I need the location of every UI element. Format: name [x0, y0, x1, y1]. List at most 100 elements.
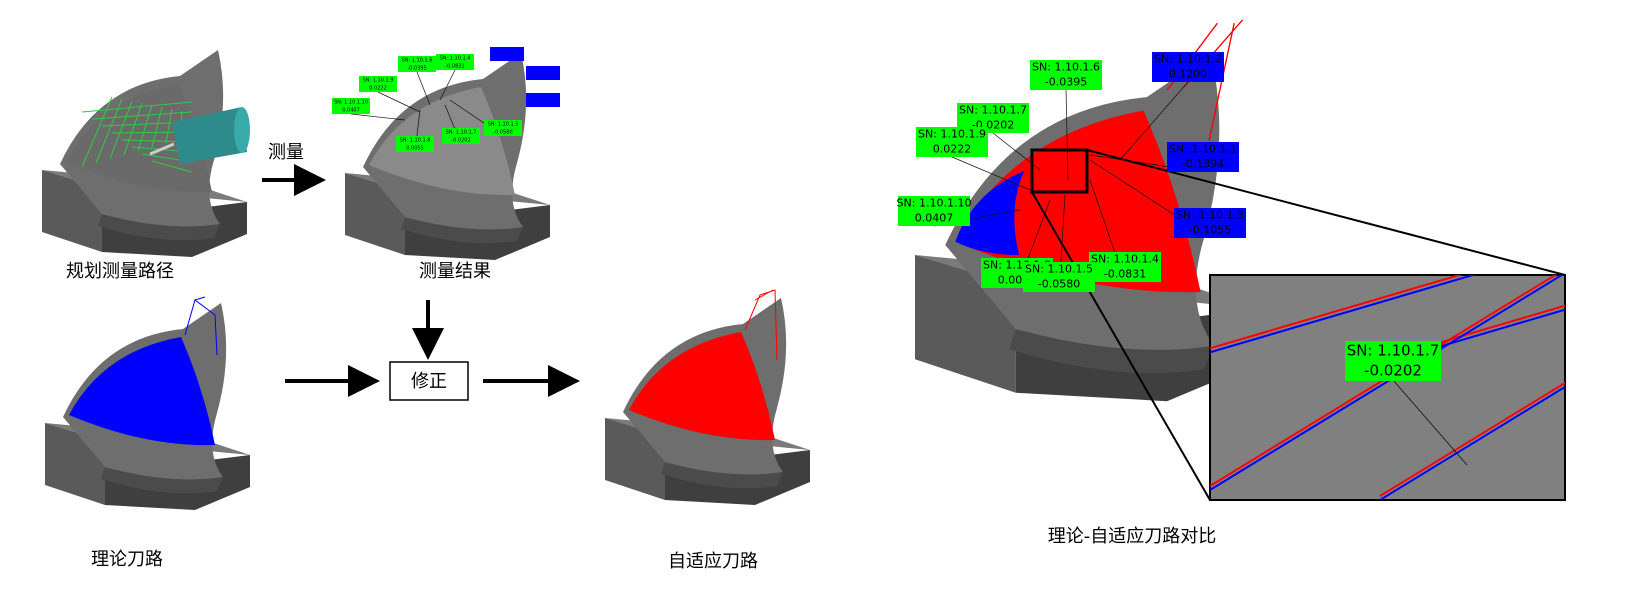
surface: [629, 332, 775, 441]
theory-path: [1570, 270, 1629, 370]
leader-line: [377, 91, 421, 113]
callout-value: -0.0580: [1038, 278, 1080, 291]
callout-sn: SN: 1.10.1.4: [440, 56, 471, 62]
probe-path: [165, 108, 173, 144]
callout-value: -0.1394: [1182, 158, 1224, 171]
adaptive-path: [1379, 381, 1565, 497]
bowl-rim: [98, 214, 220, 241]
probe-path: [81, 101, 193, 113]
callout-sn: SN: 1.10.1.4: [1091, 253, 1159, 266]
callout-box: [436, 54, 474, 70]
surface: [66, 84, 212, 193]
callout-value: -0.0395: [1045, 76, 1087, 89]
caption: 规划测量路径: [66, 261, 174, 282]
callout-value: -0.0395: [407, 66, 426, 72]
probe-path: [137, 104, 153, 152]
bowl-rim: [401, 217, 523, 244]
callout-value: -0.0831: [1104, 268, 1146, 281]
callout-sn: SN: 1.10.1.6: [402, 58, 433, 64]
leader-line: [416, 71, 431, 106]
callout-sn: SN: 1.10.1.10: [897, 197, 972, 210]
callout-box: [332, 98, 370, 114]
leader-line: [951, 156, 1031, 191]
callout-box: [526, 93, 560, 107]
leader-line: [1119, 81, 1189, 161]
probe-path: [81, 96, 113, 168]
toolpath-lines: [744, 289, 778, 361]
callout-value: 0.0222: [933, 143, 972, 156]
callout-value: 0.0055: [406, 146, 424, 152]
callout-value: 0.0222: [369, 86, 387, 92]
leader-line: [1392, 379, 1468, 466]
callout-box: [916, 127, 988, 157]
leader-line: [439, 69, 456, 101]
callout-box: [1152, 52, 1224, 82]
adaptive-path: [1210, 275, 1463, 350]
callout-sn: SN: 1.10.1.7: [1347, 342, 1440, 360]
workpiece: [45, 296, 250, 510]
callout-sn: SN: 1.10.1.5: [1025, 263, 1093, 276]
probe-tip: [149, 142, 175, 156]
callout-box: [1030, 60, 1102, 90]
callout-sn: SN: 1.10.1.3: [1176, 209, 1244, 222]
callout-box: [396, 136, 434, 152]
toolpath-lines: [184, 296, 218, 356]
leader-line: [992, 132, 1041, 171]
bowl-rim: [101, 467, 223, 494]
bowl-rim: [1009, 328, 1215, 374]
callout-box: [898, 196, 970, 226]
probe-path: [123, 102, 143, 156]
bowl-rim: [661, 462, 783, 489]
callout-sn: SN: 1.10.1.5: [488, 122, 519, 128]
zoom-panel: [1209, 274, 1566, 501]
arrow-label: 测量: [268, 142, 304, 163]
caption: 自适应刀路: [668, 551, 758, 572]
callout-sn: SN: 1.10.1.8: [400, 138, 431, 144]
leader-line: [1065, 89, 1069, 181]
callout-box: [1167, 142, 1239, 172]
callout-sn: SN: 1.10.1.7: [446, 130, 477, 136]
callout-sn: SN: 1.10.1.1: [1169, 143, 1237, 156]
probe-end: [234, 107, 250, 153]
probe-path: [95, 98, 123, 164]
callout-value: -0.0580: [493, 130, 512, 136]
blue-region: [955, 171, 1025, 256]
callout-sn: SN: 1.10.1.7: [959, 104, 1027, 117]
probe-body: [172, 107, 247, 164]
theory-path: [1210, 275, 1477, 354]
callout-box: [1023, 262, 1095, 292]
overlay: SN: 1.10.1.6 -0.0395 SN: 1.10.1.4 -0.0831 SN…: [332, 47, 1629, 501]
callout-box: [359, 76, 397, 92]
callout-box: [1089, 252, 1161, 282]
leader-line: [350, 113, 406, 121]
caption: 理论-自适应刀路对比: [1048, 526, 1217, 547]
callout-sn: SN: 1.10.1.10: [334, 100, 368, 106]
callout-box: [398, 56, 436, 72]
callout-value: -0.0202: [1364, 362, 1422, 380]
callout-box: [526, 66, 560, 80]
callout-box: [1345, 341, 1441, 381]
workpiece: [605, 289, 810, 505]
caption: 测量结果: [419, 261, 491, 282]
surface: [69, 337, 215, 446]
correct-label: 修正: [411, 371, 447, 392]
callout-box: [490, 47, 524, 61]
probe-path: [151, 106, 163, 148]
callout-sn: SN: 1.10.1.2: [1154, 53, 1222, 66]
callout-value: 0.0407: [915, 212, 954, 225]
caption: 理论刀路: [91, 549, 163, 570]
callout-box: [484, 120, 522, 136]
theory-path: [1379, 385, 1565, 500]
adaptive-path: [1570, 266, 1629, 366]
correct-box: [389, 361, 469, 401]
callout-sn: SN: 1.10.1.9: [918, 128, 986, 141]
callout-value: -0.0831: [445, 64, 464, 70]
probe-path: [91, 111, 193, 120]
callout-value: -0.0202: [451, 138, 470, 144]
probe-path: [151, 160, 193, 173]
zoom-source: [1030, 148, 1089, 194]
callout-box: [1174, 208, 1246, 238]
callout-box: [442, 128, 480, 144]
callout-value: 0.0407: [342, 108, 360, 114]
